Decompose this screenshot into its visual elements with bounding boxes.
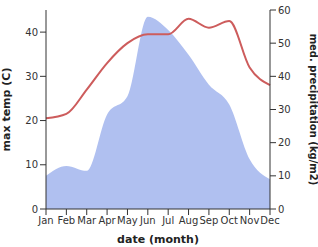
svg-text:50: 50 — [278, 38, 291, 49]
svg-text:Jun: Jun — [139, 215, 156, 226]
svg-text:Apr: Apr — [98, 215, 116, 226]
svg-text:Aug: Aug — [179, 215, 199, 226]
svg-text:May: May — [117, 215, 138, 226]
svg-text:0: 0 — [278, 204, 284, 215]
svg-text:30: 30 — [25, 71, 38, 82]
svg-text:60: 60 — [278, 5, 291, 16]
svg-text:30: 30 — [278, 104, 291, 115]
svg-text:Feb: Feb — [58, 215, 76, 226]
svg-text:Jul: Jul — [161, 215, 174, 226]
svg-text:40: 40 — [278, 71, 291, 82]
svg-text:Jan: Jan — [37, 215, 53, 226]
svg-text:20: 20 — [278, 137, 291, 148]
svg-text:med. precipitation (kg/m2): med. precipitation (kg/m2) — [308, 34, 310, 186]
svg-text:Dec: Dec — [260, 215, 279, 226]
svg-text:10: 10 — [25, 159, 38, 170]
svg-text:Oct: Oct — [221, 215, 238, 226]
svg-text:max temp (C): max temp (C) — [8, 68, 13, 152]
svg-text:Sep: Sep — [199, 215, 218, 226]
svg-text:date (month): date (month) — [117, 233, 199, 246]
svg-text:Nov: Nov — [240, 215, 260, 226]
svg-text:40: 40 — [25, 27, 38, 38]
svg-text:0: 0 — [32, 204, 38, 215]
svg-text:Mar: Mar — [77, 215, 97, 226]
svg-text:10: 10 — [278, 170, 291, 181]
svg-text:20: 20 — [25, 115, 38, 126]
